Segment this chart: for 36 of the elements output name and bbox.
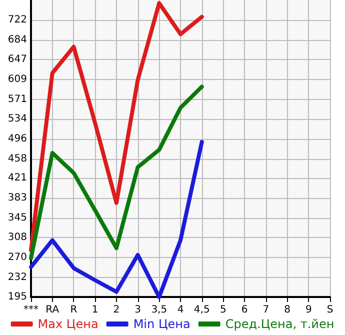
y-tick-label: 684 [8, 34, 27, 46]
y-tick-label: 345 [8, 212, 27, 224]
y-tick-label: 383 [8, 192, 27, 204]
x-tick-label: 5 [220, 304, 226, 316]
x-tick-label: *** [24, 304, 38, 316]
y-tick-label: 458 [8, 153, 27, 164]
x-tick-label: 2 [113, 304, 120, 316]
x-tick-label: 7 [262, 304, 270, 316]
x-tick-label: 6 [241, 304, 248, 316]
x-tick-label: 4,5 [194, 304, 210, 316]
y-tick-label: 308 [8, 232, 27, 244]
x-tick-label: 1 [92, 304, 98, 316]
y-tick-label: 421 [8, 172, 27, 184]
y-tick-label: 571 [8, 94, 27, 105]
legend-label: Min Цена [133, 317, 190, 331]
x-tick-label: S [326, 304, 334, 316]
y-tick-label: 232 [8, 272, 27, 284]
x-tick-label: 3,5 [151, 304, 168, 316]
y-tick-label: 195 [8, 292, 27, 302]
line-series [29, 140, 204, 299]
y-tick-label: 609 [8, 74, 27, 85]
legend-label: Сред.Цена, т.йен [225, 317, 334, 331]
x-tick-label: 9 [305, 304, 312, 316]
y-tick-label: 270 [8, 252, 27, 264]
x-tick-label: 4 [177, 304, 184, 316]
y-tick-label: 496 [8, 133, 27, 144]
line-series [29, 1, 204, 252]
x-tick-label: 3 [134, 304, 141, 316]
y-tick-label: 647 [8, 54, 27, 65]
line-series [29, 84, 204, 260]
y-tick-label: 722 [8, 14, 27, 26]
legend-label: Max Цена [38, 317, 98, 331]
x-tick-label: R [70, 304, 78, 316]
x-tick-label: RA [46, 304, 60, 316]
y-tick-label: 534 [8, 113, 27, 124]
x-tick-label: 8 [284, 304, 290, 316]
